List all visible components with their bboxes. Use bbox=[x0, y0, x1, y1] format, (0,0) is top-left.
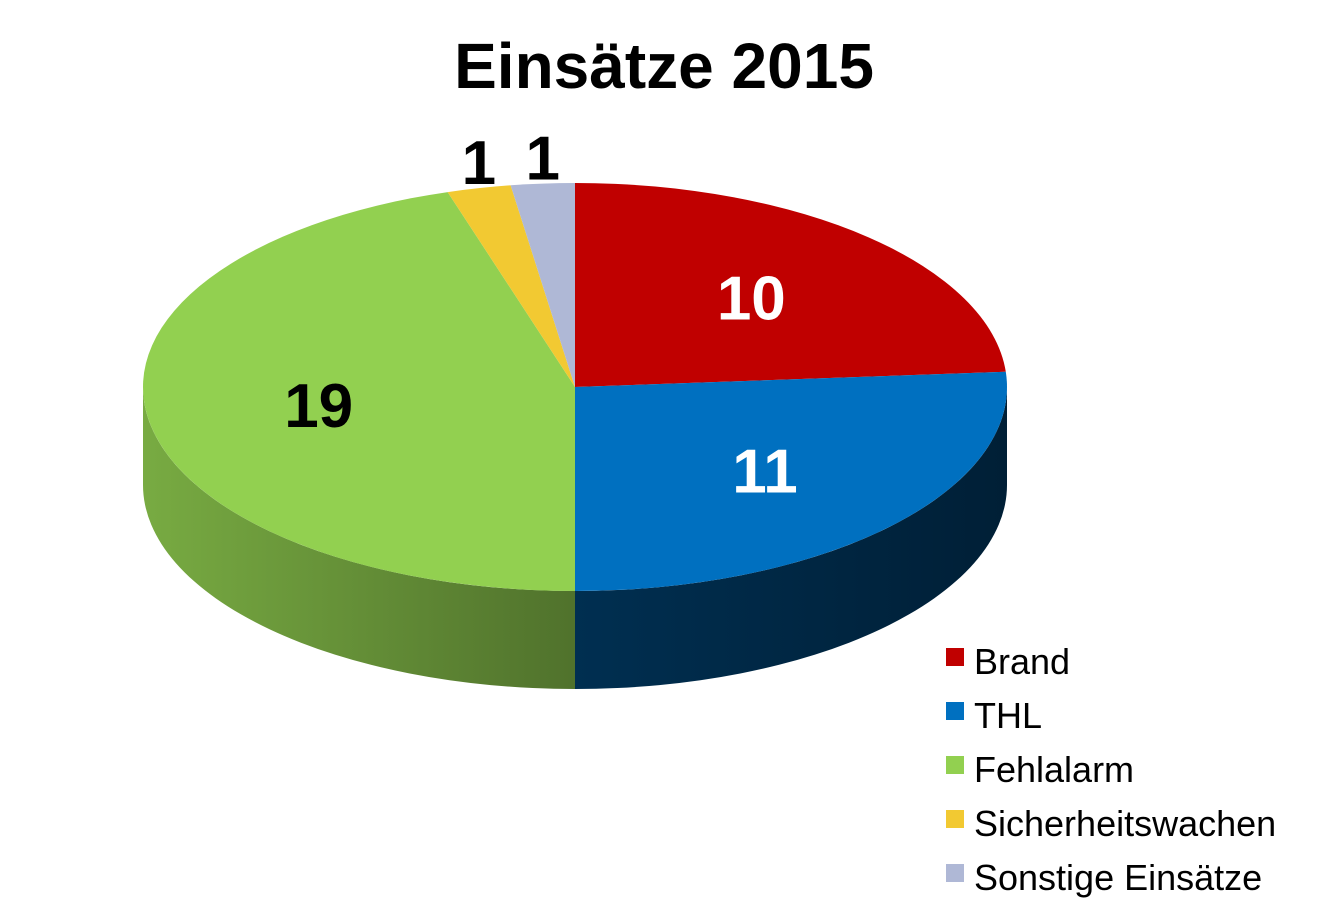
legend-label-sicherheitswachen: Sicherheitswachen bbox=[974, 803, 1276, 844]
slice-side-fehlalarm bbox=[143, 387, 575, 689]
legend-label-sonstige-eins-tze: Sonstige Einsätze bbox=[974, 857, 1262, 898]
data-label-sonstige-eins-tze: 1 bbox=[525, 125, 559, 194]
slice-side-thl bbox=[575, 387, 1007, 689]
legend-swatch-fehlalarm bbox=[946, 756, 964, 774]
chart-title: Einsätze 2015 bbox=[454, 30, 874, 102]
legend-swatch-thl bbox=[946, 702, 964, 720]
legend-label-brand: Brand bbox=[974, 641, 1070, 682]
slice-brand bbox=[575, 183, 1006, 387]
slice-sonstige-eins-tze bbox=[510, 183, 575, 387]
legend-swatch-sonstige-eins-tze bbox=[946, 864, 964, 882]
legend-swatch-brand bbox=[946, 648, 964, 666]
slice-sicherheitswachen bbox=[447, 185, 575, 387]
legend-label-fehlalarm: Fehlalarm bbox=[974, 749, 1134, 790]
data-label-fehlalarm: 19 bbox=[284, 372, 353, 441]
legend-label-thl: THL bbox=[974, 695, 1042, 736]
data-label-brand: 10 bbox=[717, 264, 786, 333]
slice-fehlalarm bbox=[142, 192, 575, 591]
slice-thl bbox=[575, 371, 1007, 591]
data-label-sicherheitswachen: 1 bbox=[462, 129, 496, 198]
legend: Brand THL Fehlalarm Sicherheitswachen Sonsti… bbox=[946, 641, 1276, 898]
data-label-thl: 11 bbox=[732, 437, 798, 506]
legend-swatch-sicherheitswachen bbox=[946, 810, 964, 828]
pie-side-walls bbox=[143, 387, 1007, 689]
pie-slices bbox=[142, 183, 1007, 591]
data-labels: 10 11 19 1 1 bbox=[284, 125, 798, 507]
